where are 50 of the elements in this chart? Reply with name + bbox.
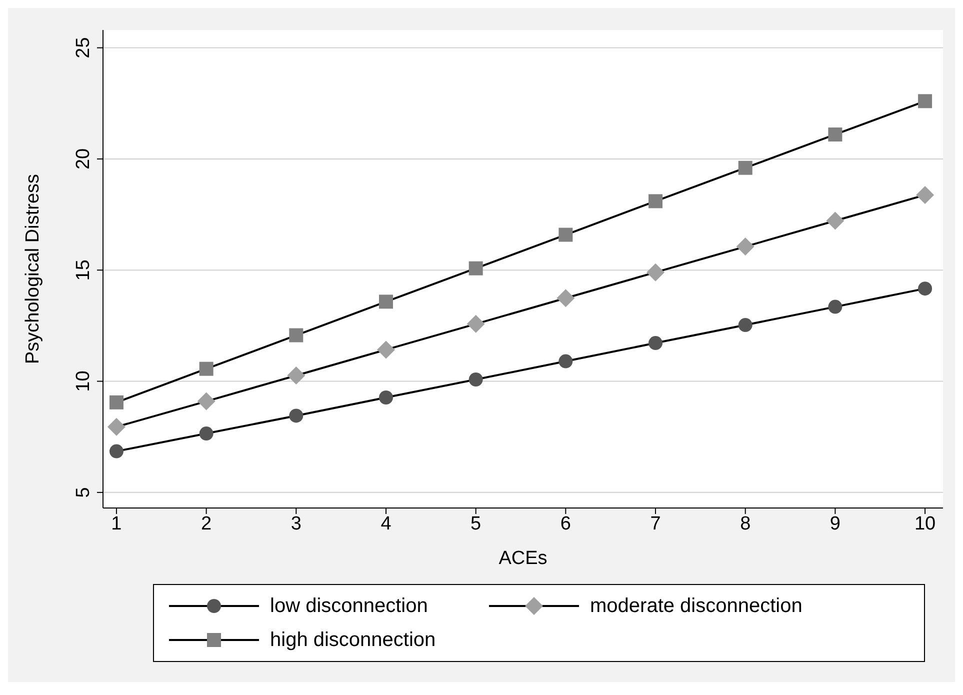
point: [109, 395, 124, 410]
point: [107, 418, 126, 436]
point: [736, 238, 754, 256]
point: [648, 336, 663, 350]
point: [378, 294, 393, 309]
point: [378, 390, 393, 405]
point: [466, 314, 485, 333]
point: [828, 300, 842, 314]
x-tick-label: 6: [560, 513, 571, 534]
x-tick-label: 8: [740, 513, 751, 534]
x-tick-label: 4: [380, 513, 392, 534]
x-tick-label: 1: [111, 513, 122, 534]
legend-label: moderate disconnection: [590, 594, 802, 618]
x-tick-label: 10: [914, 513, 936, 534]
point: [828, 127, 842, 142]
point: [199, 426, 214, 441]
y-tick-label: 15: [73, 260, 94, 281]
x-tick-label: 9: [830, 513, 840, 534]
point: [918, 282, 932, 296]
y-tick-label: 25: [73, 37, 94, 58]
point: [558, 354, 573, 368]
point: [199, 362, 214, 376]
legend-label: high disconnection: [270, 628, 436, 652]
point: [738, 160, 752, 175]
point: [289, 408, 304, 423]
point: [738, 318, 752, 332]
point: [468, 261, 483, 276]
point: [646, 263, 665, 282]
point: [468, 372, 483, 386]
point: [109, 444, 124, 458]
point: [376, 340, 395, 359]
y-axis-title: Psychological Distress: [22, 174, 44, 364]
y-tick-label: 20: [73, 148, 94, 170]
point: [916, 186, 934, 204]
point: [556, 289, 575, 308]
x-tick-label: 5: [470, 513, 482, 534]
x-tick-label: 2: [201, 513, 212, 534]
legend-label: low disconnection: [270, 594, 428, 618]
y-tick-label: 10: [73, 370, 94, 392]
x-axis-title: ACEs: [498, 548, 548, 569]
point: [826, 212, 844, 230]
point: [289, 328, 304, 342]
y-tick-label: 5: [73, 487, 94, 498]
x-tick-label: 7: [650, 513, 661, 534]
point: [197, 392, 216, 410]
point: [648, 194, 663, 208]
point: [918, 94, 932, 108]
point: [558, 228, 573, 242]
point: [287, 366, 306, 384]
x-tick-label: 3: [290, 513, 302, 534]
